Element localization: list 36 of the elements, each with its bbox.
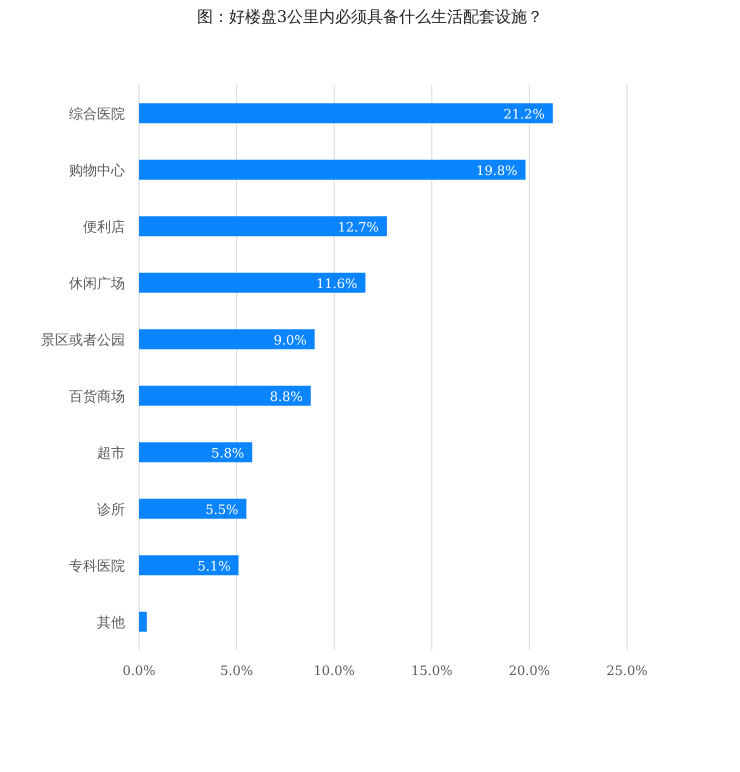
data-label: 5.8% <box>211 446 244 462</box>
bar <box>139 160 526 180</box>
bar <box>139 216 387 236</box>
data-label: 12.7% <box>338 220 379 236</box>
bar <box>139 442 252 462</box>
y-tick-label: 诊所 <box>97 502 125 518</box>
y-tick-label: 专科医院 <box>69 558 125 574</box>
x-tick-label: 10.0% <box>314 664 355 679</box>
x-tick-label: 5.0% <box>220 664 254 679</box>
y-tick-label: 其他 <box>97 614 125 631</box>
chart-title: 图：好楼盘3公里内必须具备什么生活配套设施？ <box>196 7 544 26</box>
y-tick-label: 超市 <box>97 445 125 462</box>
data-label: 9.0% <box>274 333 307 348</box>
y-tick-label: 购物中心 <box>69 162 125 179</box>
bar <box>139 329 315 350</box>
data-label: 8.8% <box>270 390 303 405</box>
data-label: 19.8% <box>476 164 518 179</box>
bar <box>139 386 311 406</box>
x-tick-label: 20.0% <box>508 664 550 679</box>
x-tick-label: 0.0% <box>122 664 156 679</box>
y-tick-label: 便利店 <box>83 219 125 236</box>
bar <box>139 555 239 576</box>
data-label: 21.2% <box>504 107 545 122</box>
x-tick-label: 25.0% <box>606 664 648 679</box>
data-label: 11.6% <box>316 276 358 292</box>
y-tick-label: 休闲广场 <box>69 276 125 292</box>
y-tick-label: 景区或者公园 <box>41 332 125 348</box>
bar <box>139 498 246 519</box>
data-label: 5.5% <box>205 502 238 518</box>
bar <box>139 272 366 293</box>
bar <box>139 103 553 124</box>
bar <box>139 612 147 632</box>
data-label: 5.1% <box>198 559 231 574</box>
x-tick-label: 15.0% <box>411 664 452 679</box>
y-tick-label: 综合医院 <box>69 106 125 122</box>
y-tick-label: 百货商场 <box>69 388 125 405</box>
